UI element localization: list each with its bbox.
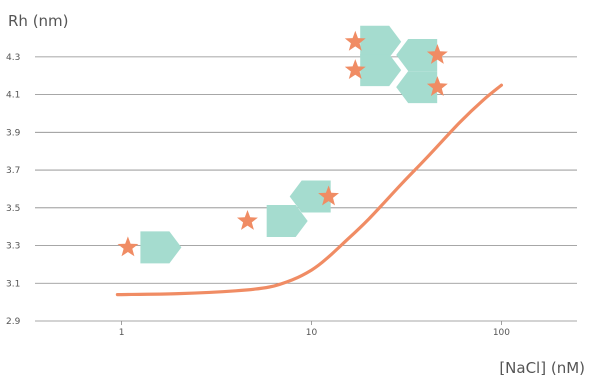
hexagon-arrow-shape — [360, 26, 401, 58]
hexagon-arrow-shape — [396, 39, 437, 71]
x-tick-labels: 1 10 100 — [119, 321, 511, 338]
hexagon-arrow-shape — [396, 71, 437, 103]
hexagon-arrow-shape — [140, 231, 181, 263]
x-axis-title: [NaCl] (nM) — [499, 359, 585, 377]
y-tick-label: 3.3 — [6, 242, 20, 252]
star-marker — [237, 210, 258, 230]
y-tick-label: 4.1 — [6, 91, 20, 101]
x-tick-label: 1 — [119, 328, 125, 338]
y-tick-label: 3.7 — [6, 166, 20, 176]
y-tick-labels: 2.9 3.1 3.3 3.5 3.7 3.9 4.1 4.3 — [6, 53, 21, 327]
y-tick-label: 3.9 — [6, 128, 21, 138]
y-tick-label: 3.1 — [6, 279, 20, 289]
x-tick-label: 100 — [493, 328, 510, 338]
y-axis-title: Rh (nm) — [8, 12, 69, 30]
y-tick-label: 4.3 — [6, 53, 20, 63]
y-tick-label: 3.5 — [6, 204, 20, 214]
star-marker — [118, 236, 139, 256]
hexagon-arrow-shape — [360, 54, 401, 86]
y-tick-label: 2.9 — [6, 317, 21, 327]
x-tick-label: 10 — [306, 328, 318, 338]
annotation-shapes — [140, 26, 437, 264]
